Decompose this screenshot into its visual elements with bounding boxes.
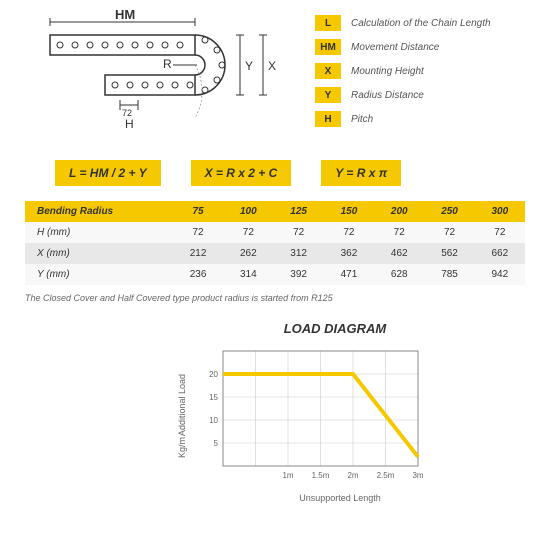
- svg-text:1.5m: 1.5m: [312, 471, 330, 480]
- table-header-label: Bending Radius: [25, 201, 173, 222]
- cell: 942: [475, 264, 525, 285]
- table-col: 125: [274, 201, 324, 222]
- chart-xlabel: Unsupported Length: [25, 493, 525, 503]
- row-label: Y (mm): [25, 264, 173, 285]
- svg-text:2.5m: 2.5m: [377, 471, 395, 480]
- svg-text:2m: 2m: [347, 471, 358, 480]
- formula-x: X = R x 2 + C: [191, 160, 292, 186]
- svg-text:5: 5: [214, 439, 219, 448]
- cell: 562: [424, 243, 474, 264]
- cell: 72: [475, 222, 525, 243]
- legend-text: Calculation of the Chain Length: [351, 18, 491, 29]
- svg-text:3m: 3m: [412, 471, 423, 480]
- hm-label: HM: [115, 10, 135, 22]
- cell: 362: [324, 243, 374, 264]
- cell: 72: [324, 222, 374, 243]
- table-row: H (mm)72727272727272: [25, 222, 525, 243]
- legend-tag: X: [315, 63, 341, 79]
- legend-text: Radius Distance: [351, 90, 424, 101]
- table-col: 200: [374, 201, 424, 222]
- load-diagram-title: LOAD DIAGRAM: [25, 321, 525, 336]
- chart-ylabel: Additional Load: [177, 374, 187, 436]
- legend-text: Mounting Height: [351, 66, 424, 77]
- table-col: 75: [173, 201, 223, 222]
- cell: 72: [424, 222, 474, 243]
- legend-tag: L: [315, 15, 341, 31]
- cell: 72: [223, 222, 273, 243]
- formula-l: L = HM / 2 + Y: [55, 160, 161, 186]
- formula-y: Y = R x π: [321, 160, 401, 186]
- legend: L Calculation of the Chain Length HM Movem…: [315, 10, 525, 145]
- svg-text:20: 20: [209, 370, 218, 379]
- legend-tag: Y: [315, 87, 341, 103]
- load-chart: 1m 1.5m 2m 2.5m 3m 5 10 15 20: [193, 341, 433, 491]
- cell: 262: [223, 243, 273, 264]
- legend-tag: H: [315, 111, 341, 127]
- row-label: H (mm): [25, 222, 173, 243]
- legend-row: H Pitch: [315, 111, 525, 127]
- cell: 212: [173, 243, 223, 264]
- cell: 314: [223, 264, 273, 285]
- y-label: Y: [245, 59, 253, 73]
- cell: 72: [173, 222, 223, 243]
- cell: 72: [274, 222, 324, 243]
- table-row: Y (mm)236314392471628785942: [25, 264, 525, 285]
- chain-diagram: HM R: [25, 10, 285, 145]
- cell: 662: [475, 243, 525, 264]
- table-col: 300: [475, 201, 525, 222]
- footnote: The Closed Cover and Half Covered type p…: [25, 293, 525, 303]
- row-label: X (mm): [25, 243, 173, 264]
- cell: 785: [424, 264, 474, 285]
- legend-row: L Calculation of the Chain Length: [315, 15, 525, 31]
- svg-text:10: 10: [209, 416, 218, 425]
- x-label: X: [268, 59, 276, 73]
- legend-text: Pitch: [351, 114, 373, 125]
- formulas: L = HM / 2 + Y X = R x 2 + C Y = R x π: [25, 160, 525, 186]
- svg-text:15: 15: [209, 393, 218, 402]
- cell: 392: [274, 264, 324, 285]
- legend-row: Y Radius Distance: [315, 87, 525, 103]
- bending-radius-table: Bending Radius 75 100 125 150 200 250 30…: [25, 201, 525, 285]
- legend-row: HM Movement Distance: [315, 39, 525, 55]
- legend-text: Movement Distance: [351, 42, 439, 53]
- table-col: 100: [223, 201, 273, 222]
- legend-row: X Mounting Height: [315, 63, 525, 79]
- table-row: X (mm)212262312362462562662: [25, 243, 525, 264]
- cell: 628: [374, 264, 424, 285]
- cell: 236: [173, 264, 223, 285]
- svg-text:1m: 1m: [282, 471, 293, 480]
- legend-tag: HM: [315, 39, 341, 55]
- h-label: H: [125, 117, 134, 131]
- cell: 471: [324, 264, 374, 285]
- table-col: 150: [324, 201, 374, 222]
- cell: 462: [374, 243, 424, 264]
- cell: 312: [274, 243, 324, 264]
- table-col: 250: [424, 201, 474, 222]
- r-label: R: [163, 57, 172, 71]
- chart-ylabel-unit: Kg/m: [177, 437, 187, 458]
- cell: 72: [374, 222, 424, 243]
